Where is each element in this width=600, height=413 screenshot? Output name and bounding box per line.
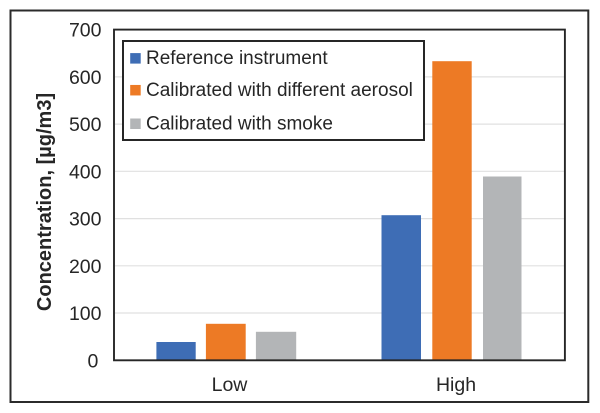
svg-text:Low: Low (212, 374, 249, 396)
svg-text:Calibrated with smoke: Calibrated with smoke (146, 113, 333, 134)
svg-text:400: 400 (69, 161, 102, 183)
svg-text:200: 200 (69, 256, 102, 278)
svg-text:Reference instrument: Reference instrument (146, 48, 328, 69)
svg-text:100: 100 (69, 303, 102, 325)
svg-text:300: 300 (69, 209, 102, 231)
svg-text:700: 700 (69, 20, 102, 42)
svg-text:High: High (436, 374, 476, 396)
svg-text:Calibrated with different aero: Calibrated with different aerosol (146, 80, 413, 101)
svg-text:0: 0 (87, 350, 98, 372)
svg-text:500: 500 (69, 114, 102, 136)
svg-text:600: 600 (69, 67, 102, 89)
svg-text:Concentration, [µg/m3]: Concentration, [µg/m3] (34, 93, 56, 311)
